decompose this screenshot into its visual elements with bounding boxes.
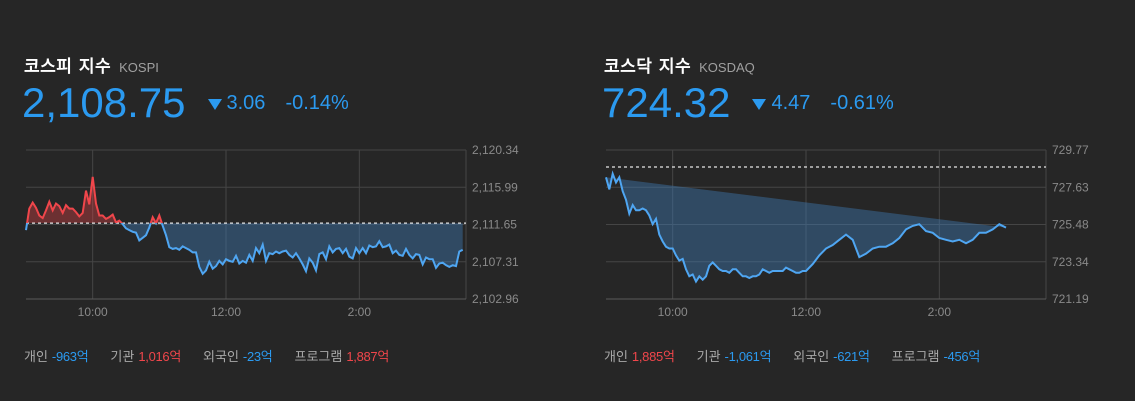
y-tick-label: 729.77 <box>1052 143 1089 157</box>
investor-value: 1,887억 <box>346 349 390 364</box>
y-tick-label: 2,107.31 <box>472 255 519 269</box>
investor-item: 외국인 -23억 <box>203 346 273 365</box>
area-below-baseline <box>606 173 1006 282</box>
kosdaq-subtitle: KOSDAQ <box>699 60 755 75</box>
investor-label: 프로그램 <box>294 350 343 365</box>
investor-item: 프로그램 -456억 <box>891 346 981 365</box>
investor-value: -621억 <box>833 349 870 364</box>
kosdaq-change-points: 4.47 <box>771 91 811 114</box>
investor-label: 기관 <box>110 350 135 365</box>
investor-value: 1,885억 <box>631 349 675 364</box>
kospi-title-row: 코스피 지수 KOSPI <box>24 52 159 77</box>
investor-label: 개인 <box>604 350 628 365</box>
x-tick-label: 10:00 <box>658 305 688 318</box>
y-tick-label: 725.48 <box>1052 218 1089 232</box>
investor-value: -23억 <box>242 349 273 364</box>
x-tick-label: 12:00 <box>791 305 821 318</box>
kospi-investor-flows: 개인 -963억 기관 1,016억 외국인 -23억 프로그램 1,887억 <box>24 346 411 365</box>
kospi-value-row: 2,108.75 3.06 -0.14% <box>22 80 349 126</box>
x-tick-label: 2:00 <box>928 305 952 318</box>
kosdaq-panel: 코스닥 지수 KOSDAQ 724.32 4.47 -0.61% 729.77 7… <box>580 0 1135 401</box>
investor-label: 외국인 <box>793 350 830 365</box>
investor-value: -963억 <box>51 349 89 364</box>
kospi-panel: 코스피 지수 KOSPI 2,108.75 3.06 -0.14% 2,120.… <box>0 0 560 401</box>
down-triangle-icon <box>207 98 222 110</box>
y-tick-label: 723.34 <box>1052 255 1089 269</box>
investor-label: 개인 <box>24 350 48 365</box>
investor-item: 기관 -1,061억 <box>697 346 772 365</box>
kosdaq-index-value: 724.32 <box>602 79 731 126</box>
investor-label: 외국인 <box>203 350 239 365</box>
kospi-subtitle: KOSPI <box>119 60 159 75</box>
investor-item: 기관 1,016억 <box>110 346 181 365</box>
investor-value: -1,061억 <box>724 349 772 364</box>
investor-value: -456억 <box>943 349 981 364</box>
kospi-intraday-chart[interactable]: 2,120.34 2,115.99 2,111.65 2,107.31 2,102.96… <box>0 138 560 318</box>
kosdaq-title-row: 코스닥 지수 KOSDAQ <box>604 52 755 77</box>
investor-label: 기관 <box>696 350 721 365</box>
x-tick-label: 12:00 <box>211 305 241 318</box>
kospi-change-points: 3.06 <box>226 91 266 114</box>
y-tick-label: 727.63 <box>1052 180 1089 194</box>
y-tick-label: 2,120.34 <box>472 143 519 157</box>
series-line-up <box>26 176 163 224</box>
x-tick-label: 10:00 <box>78 305 108 318</box>
area-above-baseline <box>26 176 463 224</box>
kosdaq-change-percent: -0.61% <box>830 91 894 114</box>
investor-label: 프로그램 <box>891 350 940 365</box>
y-tick-label: 721.19 <box>1052 292 1089 306</box>
kosdaq-value-row: 724.32 4.47 -0.61% <box>602 80 894 126</box>
investor-item: 개인 -963억 <box>24 346 89 365</box>
y-tick-label: 2,115.99 <box>472 180 518 194</box>
investor-item: 프로그램 1,887억 <box>294 346 389 365</box>
investor-value: 1,016억 <box>138 349 182 364</box>
x-tick-label: 2:00 <box>348 305 372 318</box>
series-line-down <box>605 170 1007 284</box>
down-triangle-icon <box>752 98 767 110</box>
area-below-baseline <box>26 223 463 274</box>
investor-item: 외국인 -621억 <box>793 346 870 365</box>
kospi-change-percent: -0.14% <box>285 91 349 114</box>
kosdaq-investor-flows: 개인 1,885억 기관 -1,061억 외국인 -621억 프로그램 -456억 <box>604 346 1002 365</box>
kosdaq-intraday-chart[interactable]: 729.77 727.63 725.48 723.34 721.19 10:00 12:00… <box>580 138 1135 318</box>
kospi-index-value: 2,108.75 <box>22 79 186 126</box>
kosdaq-title: 코스닥 지수 <box>604 57 692 77</box>
series-line-down <box>25 223 464 276</box>
kospi-title: 코스피 지수 <box>24 57 112 77</box>
y-tick-label: 2,111.65 <box>472 218 517 232</box>
y-tick-label: 2,102.96 <box>472 292 519 306</box>
investor-item: 개인 1,885억 <box>604 346 675 365</box>
